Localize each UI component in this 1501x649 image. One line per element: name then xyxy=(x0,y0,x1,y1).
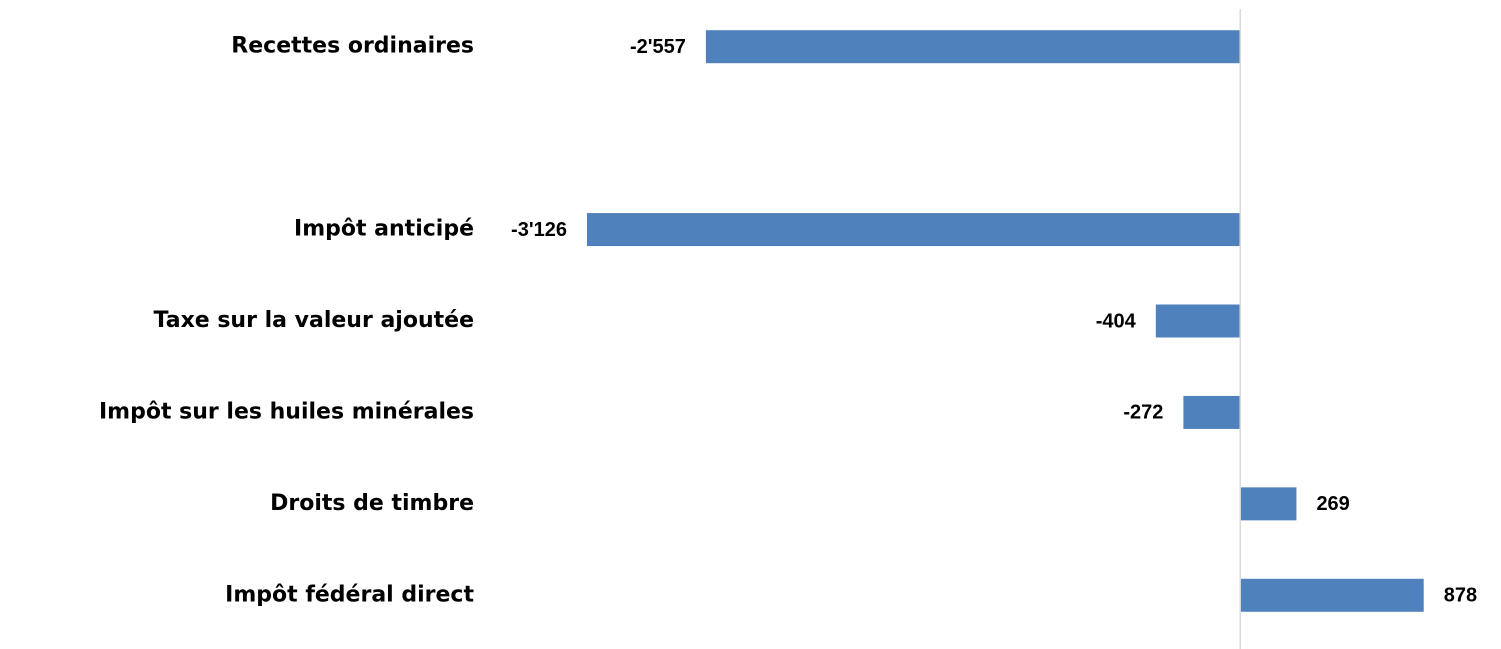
value-label: -3'126 xyxy=(511,219,567,241)
bar xyxy=(1183,395,1241,429)
value-label: -2'557 xyxy=(630,36,686,58)
value-label: -404 xyxy=(1096,310,1137,332)
category-label: Droits de timbre xyxy=(270,491,474,516)
category-label: Impôt fédéral direct xyxy=(225,582,474,607)
bar xyxy=(1240,487,1297,521)
value-label: -272 xyxy=(1123,402,1163,424)
category-label: Taxe sur la valeur ajoutée xyxy=(154,308,474,333)
value-label: 269 xyxy=(1316,493,1349,515)
bar xyxy=(1240,578,1424,612)
category-label: Impôt sur les huiles minérales xyxy=(99,399,474,424)
bar xyxy=(586,213,1241,247)
value-label: 878 xyxy=(1444,585,1477,607)
category-label: Impôt anticipé xyxy=(294,217,474,242)
category-label: Recettes ordinaires xyxy=(231,34,474,59)
bar xyxy=(1155,304,1241,338)
bar xyxy=(705,30,1241,64)
